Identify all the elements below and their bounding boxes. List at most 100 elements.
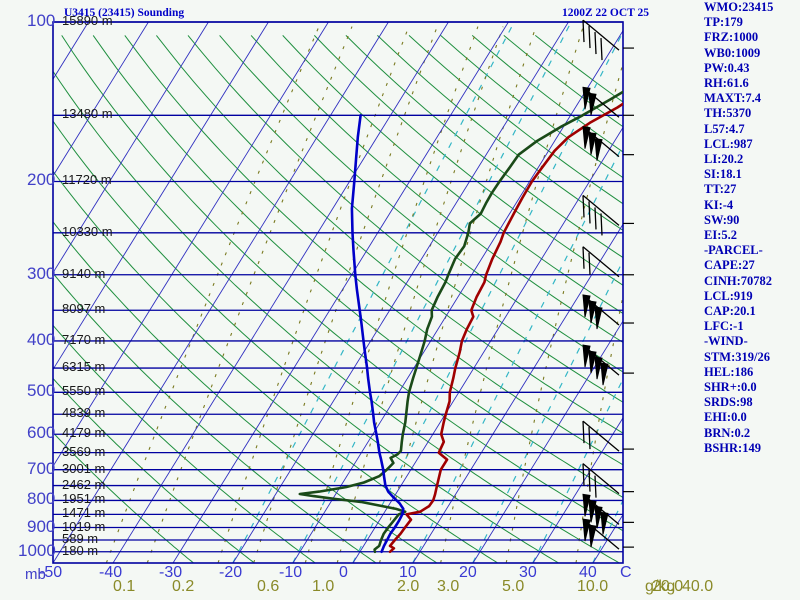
mixing-ratio-unit-label: g/kg bbox=[645, 578, 676, 595]
plot-frame bbox=[52, 21, 624, 564]
height-label: 1471 m bbox=[62, 505, 106, 521]
barb-full-flag bbox=[600, 362, 609, 386]
index-line: SHR+:0.0 bbox=[704, 380, 757, 395]
dry-adiabat-line bbox=[313, 35, 623, 286]
mixing-ratio-lines bbox=[105, 26, 623, 563]
isotherm-line bbox=[53, 22, 209, 274]
temperature-tick-label: -50 bbox=[39, 564, 63, 581]
skewt-plot-svg[interactable] bbox=[0, 0, 700, 600]
isotherm-line bbox=[112, 22, 449, 563]
moist-adiabat-line bbox=[592, 499, 623, 563]
mixing-ratio-tick-label: 20.0 bbox=[652, 578, 684, 595]
dry-adiabat-line bbox=[440, 35, 623, 179]
barb-full-flag bbox=[588, 524, 597, 548]
index-line: RH:61.6 bbox=[704, 76, 749, 91]
wind-barb[interactable] bbox=[582, 420, 634, 452]
height-label: 4179 m bbox=[62, 425, 106, 441]
dry-adiabat-line bbox=[377, 35, 623, 231]
mixing-ratio-tick-label: 0.6 bbox=[257, 578, 280, 595]
barb-half-flag bbox=[594, 207, 597, 230]
moist-adiabat-line bbox=[472, 259, 623, 563]
curve-temperature[interactable] bbox=[388, 22, 700, 554]
barb-full-flag bbox=[582, 344, 591, 368]
moist-adiabat-line bbox=[232, 22, 515, 563]
isotherm-line bbox=[292, 29, 623, 563]
temperature-unit-label: C bbox=[620, 564, 632, 581]
temperature-tick-label: 20 bbox=[459, 564, 477, 581]
index-line: WB0:1009 bbox=[704, 45, 761, 60]
mixing-ratio-tick-label: 0.1 bbox=[113, 578, 136, 595]
barb-full-flag bbox=[588, 499, 597, 523]
barb-full-flag bbox=[594, 356, 603, 380]
isotherm-line bbox=[172, 22, 509, 563]
mixing-ratio-line bbox=[304, 26, 479, 563]
index-line: SW:90 bbox=[704, 212, 740, 227]
index-line: LI:20.2 bbox=[704, 152, 744, 167]
barb-half-flag bbox=[594, 475, 597, 498]
temperature-tick-label: 40 bbox=[579, 564, 597, 581]
dry-adiabat-line bbox=[250, 35, 623, 344]
wind-barb[interactable] bbox=[582, 194, 634, 236]
mixing-ratio-tick-label: 40.0 bbox=[682, 578, 714, 595]
mixing-ratio-tick-label: 3.0 bbox=[437, 578, 460, 595]
index-line: KI:-4 bbox=[704, 197, 734, 212]
barb-full-flag bbox=[594, 138, 603, 161]
wind-barb[interactable] bbox=[582, 294, 634, 330]
isotherm-line bbox=[352, 126, 623, 563]
barb-half-flag bbox=[582, 421, 585, 444]
height-label: 1951 m bbox=[62, 491, 106, 507]
index-line: LCL:919 bbox=[704, 288, 753, 303]
moist-adiabats bbox=[232, 22, 623, 563]
pressure-tick-label: 200 bbox=[27, 170, 56, 190]
wind-barb[interactable] bbox=[582, 463, 634, 498]
wind-barb[interactable] bbox=[582, 518, 634, 550]
wind-barb[interactable] bbox=[582, 344, 634, 386]
dry-adiabat-line bbox=[471, 35, 623, 153]
index-line: TP:179 bbox=[704, 15, 743, 30]
index-line: EI:5.2 bbox=[704, 228, 737, 243]
wind-barb[interactable] bbox=[582, 126, 634, 161]
page-title: U3415 (23415) Sounding bbox=[64, 7, 185, 19]
barb-half-flag bbox=[588, 469, 591, 492]
curve-dewpoint[interactable] bbox=[298, 22, 700, 554]
temperature-tick-label: -10 bbox=[279, 564, 303, 581]
curve-wetbulb[interactable] bbox=[350, 114, 405, 554]
barb-half-flag bbox=[582, 463, 585, 486]
temperature-tick-label: -30 bbox=[159, 564, 183, 581]
barb-half-flag bbox=[594, 32, 597, 55]
index-line: STM:319/26 bbox=[704, 349, 770, 364]
index-line: -WIND- bbox=[704, 334, 748, 349]
skewt-chart[interactable]: U3415 (23415) Sounding 1200Z 22 OCT 25 1… bbox=[0, 0, 713, 600]
barb-half-flag bbox=[582, 20, 585, 43]
index-line: EHI:0.0 bbox=[704, 410, 747, 425]
isotherm-line bbox=[53, 22, 329, 468]
index-line: CAP:20.1 bbox=[704, 304, 756, 319]
wind-barb[interactable] bbox=[582, 19, 634, 61]
dry-adiabat-line bbox=[61, 35, 623, 532]
moist-adiabat-line bbox=[292, 22, 572, 563]
isotherm-line bbox=[53, 22, 389, 563]
pressure-unit-label: mb bbox=[25, 566, 46, 583]
dry-adiabat-line bbox=[53, 120, 559, 563]
barb-shaft bbox=[582, 19, 620, 51]
index-line: PW:0.43 bbox=[704, 60, 750, 75]
index-line: HEL:186 bbox=[704, 364, 754, 379]
temperature-tick-label: 10 bbox=[399, 564, 417, 581]
barb-shaft bbox=[582, 420, 620, 452]
pressure-tick-label: 1000 bbox=[18, 540, 56, 560]
barb-full-flag bbox=[582, 493, 591, 517]
temperature-tick-label: 0 bbox=[339, 564, 348, 581]
height-label: 15890 m bbox=[62, 13, 113, 28]
mixing-ratio-tick-label: 2.0 bbox=[397, 578, 420, 595]
barb-half-flag bbox=[588, 252, 591, 275]
moist-adiabat-line bbox=[352, 30, 623, 563]
wind-barb[interactable] bbox=[582, 86, 634, 118]
wind-barb[interactable] bbox=[582, 493, 634, 535]
barb-half-flag bbox=[582, 246, 585, 269]
height-label: 6315 m bbox=[62, 359, 106, 375]
barb-shaft bbox=[582, 194, 620, 226]
dry-adiabat-line bbox=[219, 35, 623, 373]
wind-barb[interactable] bbox=[582, 246, 634, 278]
height-label: 180 m bbox=[62, 542, 99, 558]
isotherm-line bbox=[472, 320, 623, 563]
